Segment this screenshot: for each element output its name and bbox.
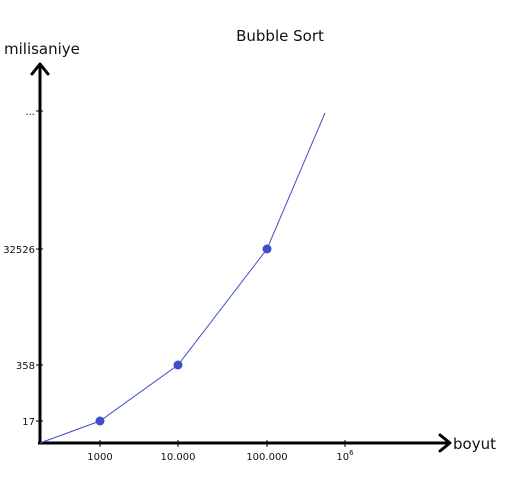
x-tick-group: 1000 10.000 100.000 106 bbox=[87, 440, 354, 463]
x-tick-label: 10.000 bbox=[161, 452, 196, 463]
y-axis-arrow-icon bbox=[30, 62, 50, 76]
y-tick-label: 358 bbox=[16, 361, 35, 372]
x-axis-label: boyut bbox=[453, 435, 496, 453]
y-tick-label: 17 bbox=[22, 417, 35, 428]
axes bbox=[30, 62, 452, 453]
y-tick-label: 32526 bbox=[3, 245, 35, 256]
x-tick-label: 1000 bbox=[87, 452, 112, 463]
series-layer bbox=[39, 112, 326, 444]
y-tick-group: 17 358 32526... bbox=[3, 107, 43, 428]
y-axis-label: milisaniye bbox=[4, 40, 80, 58]
data-point bbox=[95, 416, 105, 426]
data-point bbox=[262, 244, 272, 254]
series-line bbox=[39, 112, 326, 444]
x-tick-label: 100.000 bbox=[246, 452, 287, 463]
data-point bbox=[173, 360, 183, 370]
y-tick-label: ... bbox=[25, 107, 35, 118]
x-axis-arrow-icon bbox=[438, 433, 452, 453]
x-tick-label: 106 bbox=[336, 449, 354, 463]
chart-title: Bubble Sort bbox=[236, 27, 324, 45]
